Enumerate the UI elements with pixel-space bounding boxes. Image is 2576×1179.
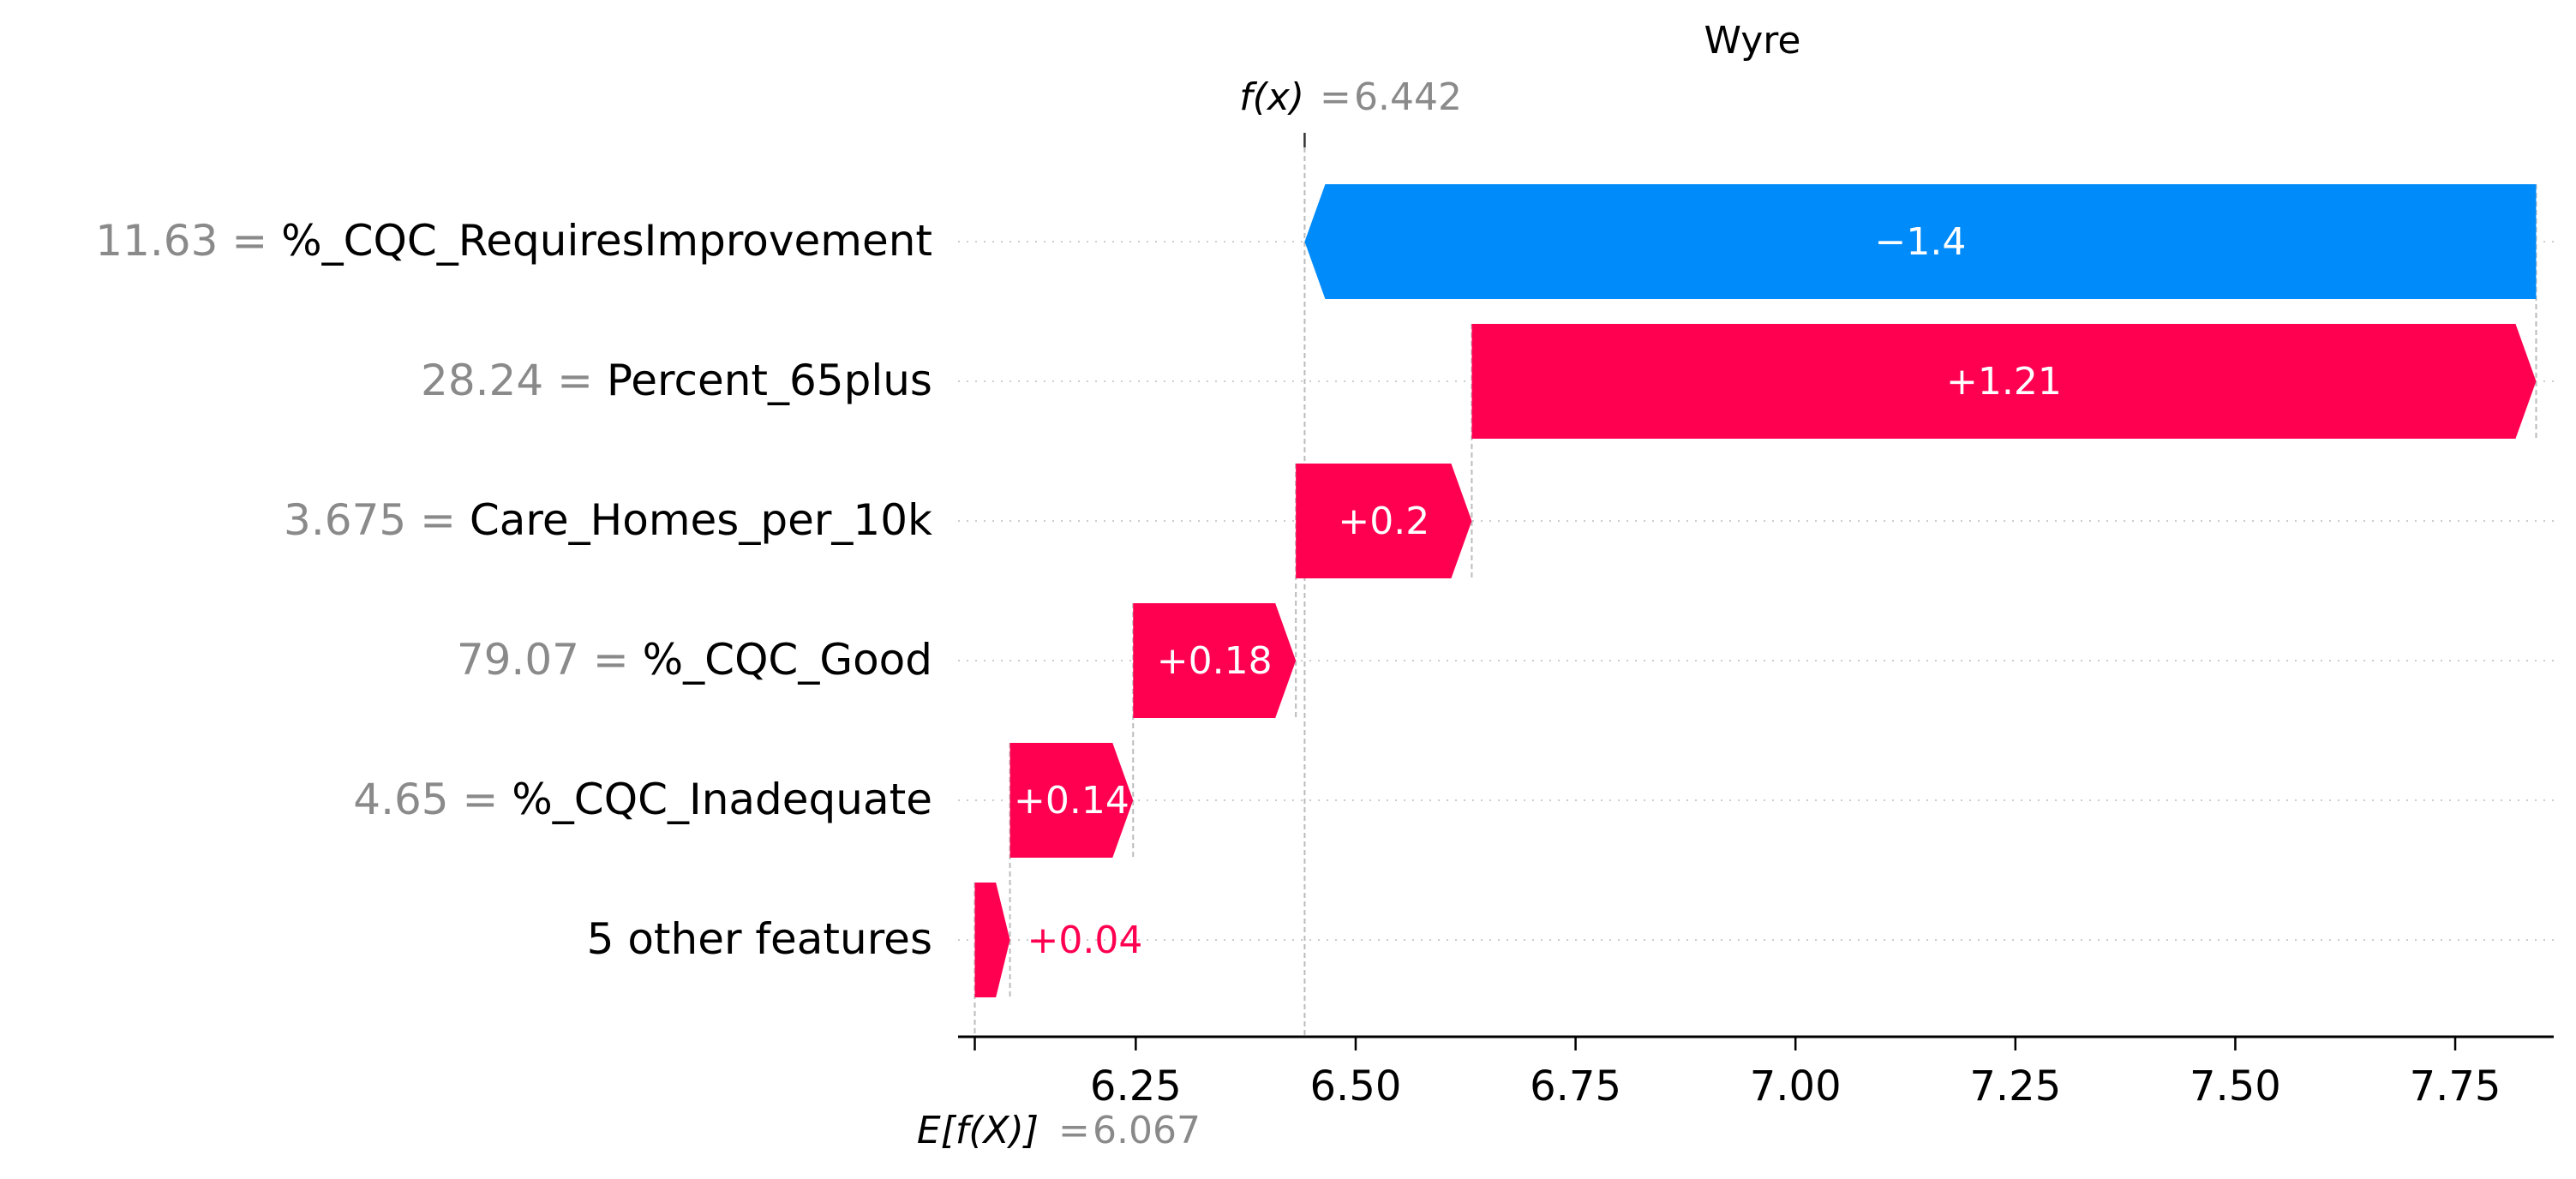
- fx-label: f(x) = 6.442: [1239, 75, 1462, 119]
- bar-value-label: +0.14: [1014, 779, 1129, 823]
- ex-label-equals: =: [1058, 1109, 1090, 1152]
- bar-value-label: +1.21: [1946, 360, 2062, 404]
- fx-label-value: 6.442: [1354, 75, 1462, 119]
- x-tick-label: 7.25: [1969, 1062, 2061, 1110]
- bar-value-label: −1.4: [1875, 220, 1967, 264]
- waterfall-bar: [1471, 324, 2537, 439]
- bar-value-label: +0.04: [1027, 919, 1143, 962]
- x-tick-label: 7.00: [1750, 1062, 1842, 1110]
- waterfall-bar: [1009, 743, 1134, 858]
- feature-label: 5 other features: [587, 914, 932, 964]
- waterfall-bar: [974, 883, 1010, 997]
- feature-label: 28.24 = Percent_65plus: [421, 356, 932, 405]
- fx-label-name: f(x): [1239, 75, 1304, 119]
- ex-label-value: 6.067: [1093, 1109, 1201, 1152]
- bar-value-label: +0.2: [1338, 500, 1429, 543]
- labels-layer: −1.4 11.63 = %_CQC_RequiresImprovement +1.…: [95, 216, 2062, 964]
- bars-layer: [974, 184, 2537, 997]
- bar-value-label: +0.18: [1157, 639, 1273, 683]
- feature-label: 11.63 = %_CQC_RequiresImprovement: [95, 216, 932, 266]
- x-tick-label: 7.75: [2410, 1062, 2501, 1110]
- feature-label: 3.675 = Care_Homes_per_10k: [284, 495, 932, 545]
- ex-label-name: E[f(X)]: [917, 1109, 1039, 1152]
- chart-title: Wyre: [1704, 19, 1801, 63]
- waterfall-bar: [1133, 603, 1297, 718]
- waterfall-bar: [1304, 184, 2537, 299]
- x-tick-label: 7.50: [2190, 1062, 2281, 1110]
- x-axis: 6.25 6.50 6.75 7.00 7.25 7.50 7.75: [958, 1035, 2554, 1110]
- feature-label: 4.65 = %_CQC_Inadequate: [353, 775, 932, 824]
- ex-label: E[f(X)] = 6.067: [917, 1109, 1201, 1152]
- feature-label: 79.07 = %_CQC_Good: [457, 635, 932, 685]
- x-tick-label: 6.50: [1310, 1062, 1402, 1110]
- waterfall-bar: [1296, 464, 1472, 578]
- x-tick-label: 6.25: [1090, 1062, 1182, 1110]
- fx-label-equals: =: [1320, 75, 1351, 119]
- x-tick-label: 6.75: [1530, 1062, 1621, 1110]
